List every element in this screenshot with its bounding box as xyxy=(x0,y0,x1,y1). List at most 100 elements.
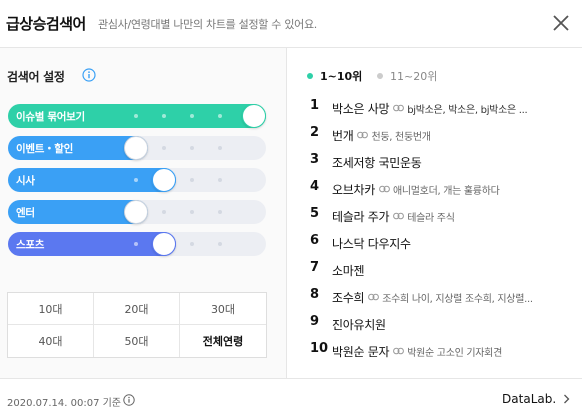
slider-fill xyxy=(8,232,176,256)
rank-number: 4 xyxy=(310,179,320,194)
rank-number: 8 xyxy=(310,287,320,302)
age-option[interactable]: 20대 xyxy=(94,293,180,325)
rank-row[interactable]: 5 테슬라 주가 테슬라 주식 xyxy=(310,204,578,226)
age-option[interactable]: 30대 xyxy=(180,293,266,325)
rank-keyword[interactable]: 오브차카 xyxy=(332,183,375,197)
close-icon[interactable] xyxy=(550,12,572,34)
slider-knob[interactable] xyxy=(124,200,148,224)
rank-row[interactable]: 2 번개 천둥, 천둥번개 xyxy=(310,123,578,145)
rank-body: 오브차카 애니멀호더, 개는 훌륭하다 xyxy=(332,179,578,198)
slider-step-dot xyxy=(218,146,222,150)
chevron-right-icon xyxy=(564,394,570,404)
slider-step-dot xyxy=(134,114,138,118)
related-keywords[interactable]: 애니멀호더, 개는 훌륭하다 xyxy=(392,186,500,197)
slider-step-dot xyxy=(218,178,222,182)
datalab-link[interactable]: DataLab. xyxy=(502,392,570,406)
slider-label: 스포츠 xyxy=(16,239,45,251)
slider-step-dot xyxy=(218,242,222,246)
slider-step-dot xyxy=(190,178,194,182)
rank-row[interactable]: 6 나스닥 다우지수 xyxy=(310,231,578,253)
rank-keyword[interactable]: 소마젠 xyxy=(332,264,365,278)
rank-row[interactable]: 9 진아유치원 xyxy=(310,312,578,334)
rank-number: 10 xyxy=(310,341,329,356)
related-keywords[interactable]: 테슬라 주식 xyxy=(407,213,455,224)
age-filter-grid: 10대 20대 30대 40대 50대 전체연령 xyxy=(7,292,267,358)
rank-row[interactable]: 7 소마젠 xyxy=(310,258,578,280)
footer: 2020.07.14. 00:07 기준 DataLab. xyxy=(0,378,582,418)
slider-step-dot xyxy=(134,242,138,246)
category-slider[interactable]: 스포츠 xyxy=(8,232,266,256)
slider-step-dot xyxy=(218,210,222,214)
rank-body: 번개 천둥, 천둥번개 xyxy=(332,125,578,144)
slider-label: 엔터 xyxy=(16,207,35,219)
category-slider[interactable]: 시사 xyxy=(8,168,266,192)
rank-row[interactable]: 10 박원순 문자 박원순 고소인 기자회견 xyxy=(310,339,578,361)
link-icon xyxy=(379,185,390,193)
rank-number: 9 xyxy=(310,314,320,329)
rank-row[interactable]: 4 오브차카 애니멀호더, 개는 훌륭하다 xyxy=(310,177,578,199)
page-title: 급상승검색어 xyxy=(6,15,86,33)
related-keywords[interactable]: 조수희 나이, 지상렬 조수희, 지상렬... xyxy=(382,294,533,305)
age-option[interactable]: 40대 xyxy=(8,325,94,357)
slider-knob[interactable] xyxy=(124,136,148,160)
link-icon xyxy=(393,347,405,355)
rank-body: 진아유치원 xyxy=(332,314,578,333)
slider-label: 이벤트・할인 xyxy=(16,143,73,155)
rank-number: 2 xyxy=(310,125,320,140)
category-slider[interactable]: 엔터 xyxy=(8,200,266,224)
slider-label: 이슈별 묶어보기 xyxy=(16,111,85,123)
category-slider[interactable]: 이슈별 묶어보기 xyxy=(8,104,266,128)
rank-keyword[interactable]: 박소은 사망 xyxy=(332,102,390,116)
rank-keyword[interactable]: 번개 xyxy=(332,129,354,143)
tab-bullet-icon xyxy=(307,73,313,79)
slider-knob[interactable] xyxy=(152,168,176,192)
rank-body: 박소은 사망 bj박소은, 박소은, bj박소은 ... xyxy=(332,98,578,117)
age-option[interactable]: 전체연령 xyxy=(202,335,244,348)
rank-keyword[interactable]: 박원순 문자 xyxy=(332,345,390,359)
rank-number: 1 xyxy=(310,98,320,113)
tab-bullet-icon xyxy=(377,73,383,79)
rank-number: 7 xyxy=(310,260,320,275)
rank-body: 조세저항 국민운동 xyxy=(332,152,578,171)
link-icon xyxy=(368,293,380,301)
rank-row[interactable]: 1 박소은 사망 bj박소은, 박소은, bj박소은 ... xyxy=(310,96,578,118)
rank-body: 테슬라 주가 테슬라 주식 xyxy=(332,206,578,225)
datalab-label: DataLab. xyxy=(502,392,557,406)
slider-knob[interactable] xyxy=(152,232,176,256)
rank-body: 박원순 문자 박원순 고소인 기자회견 xyxy=(332,341,578,360)
rank-body: 조수희 조수희 나이, 지상렬 조수희, 지상렬... xyxy=(332,287,578,306)
rank-row[interactable]: 3 조세저항 국민운동 xyxy=(310,150,578,172)
rank-keyword[interactable]: 나스닥 다우지수 xyxy=(332,237,411,251)
rank-tab[interactable]: 11~20위 xyxy=(377,68,437,84)
rank-body: 소마젠 xyxy=(332,260,578,279)
rank-keyword[interactable]: 테슬라 주가 xyxy=(332,210,390,224)
related-keywords[interactable]: bj박소은, 박소은, bj박소은 ... xyxy=(407,105,528,116)
rank-keyword[interactable]: 조수희 xyxy=(332,291,365,305)
settings-panel: 검색어 설정 이슈별 묶어보기 이벤트・할인 시사 엔터 스포츠 10대 20대 30대 40… xyxy=(0,48,287,378)
slider-label: 시사 xyxy=(16,175,35,187)
rank-row[interactable]: 8 조수희 조수희 나이, 지상렬 조수희, 지상렬... xyxy=(310,285,578,307)
tab-label: 1~10위 xyxy=(320,70,363,83)
rank-keyword[interactable]: 진아유치원 xyxy=(332,318,386,332)
slider-step-dot xyxy=(162,146,166,150)
age-option[interactable]: 10대 xyxy=(8,293,94,325)
info-icon[interactable] xyxy=(123,394,135,406)
header: 급상승검색어 관심사/연령대별 나만의 차트를 설정할 수 있어요. xyxy=(0,0,582,48)
category-slider[interactable]: 이벤트・할인 xyxy=(8,136,266,160)
page-subtitle: 관심사/연령대별 나만의 차트를 설정할 수 있어요. xyxy=(98,18,317,31)
tab-label: 11~20위 xyxy=(390,70,438,83)
slider-fill xyxy=(8,168,176,192)
age-option[interactable]: 50대 xyxy=(94,325,180,357)
rank-keyword[interactable]: 조세저항 국민운동 xyxy=(332,156,422,170)
rank-number: 6 xyxy=(310,233,320,248)
related-keywords[interactable]: 천둥, 천둥번개 xyxy=(371,132,431,143)
slider-step-dot xyxy=(162,210,166,214)
timestamp: 2020.07.14. 00:07 기준 xyxy=(7,398,122,409)
info-icon[interactable] xyxy=(82,68,96,82)
slider-knob[interactable] xyxy=(242,104,266,128)
rank-number: 5 xyxy=(310,206,320,221)
rank-tab[interactable]: 1~10위 xyxy=(307,68,362,84)
related-keywords[interactable]: 박원순 고소인 기자회견 xyxy=(407,348,502,359)
ranking-panel: 1~10위 11~20위 1 박소은 사망 bj박소은, 박소은, bj박소은 ...… xyxy=(288,48,582,378)
link-icon xyxy=(393,104,405,112)
